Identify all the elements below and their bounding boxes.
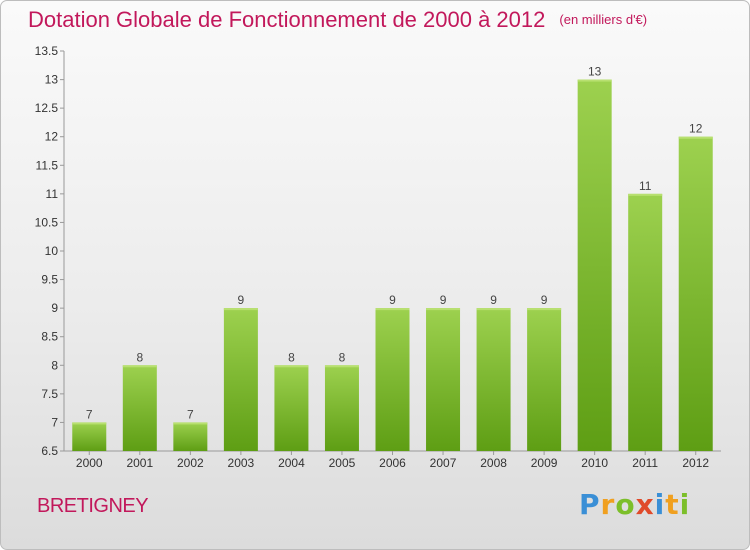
- bar-2008: [476, 308, 511, 451]
- bar-value-label: 11: [639, 179, 652, 193]
- logo-letter: x: [635, 488, 655, 521]
- bar-top-highlight: [72, 422, 107, 425]
- bar-2007: [426, 308, 461, 451]
- bar-value-label: 13: [588, 65, 602, 79]
- y-tick-label: 10: [45, 244, 59, 258]
- y-tick-label: 9.5: [41, 273, 58, 287]
- x-tick-label: 2010: [581, 456, 608, 470]
- bar-2005: [324, 365, 359, 451]
- x-tick-label: 2009: [531, 456, 558, 470]
- bar-2012: [678, 136, 713, 451]
- x-tick-label: 2006: [379, 456, 406, 470]
- proxiti-logo: Proxiti: [579, 488, 690, 521]
- logo-letter: o: [615, 488, 636, 521]
- x-tick-label: 2004: [278, 456, 305, 470]
- y-tick-label: 8.5: [41, 330, 58, 344]
- bar-top-highlight: [122, 365, 157, 368]
- y-tick-label: 7.5: [41, 387, 58, 401]
- bar-2006: [375, 308, 410, 451]
- chart-title-text: Dotation Globale de Fonctionnement de 20…: [28, 7, 546, 32]
- bar-value-label: 7: [86, 407, 93, 421]
- bar-value-label: 7: [187, 407, 194, 421]
- x-tick-label: 2000: [76, 456, 103, 470]
- chart-subtitle: (en milliers d'€): [559, 12, 648, 27]
- y-tick-label: 9: [51, 301, 58, 315]
- y-tick-label: 10.5: [35, 215, 59, 229]
- bar-top-highlight: [223, 308, 258, 311]
- bar-value-label: 9: [490, 293, 497, 307]
- bar-2009: [527, 308, 562, 451]
- y-tick-label: 13: [45, 73, 59, 87]
- x-tick-label: 2001: [126, 456, 153, 470]
- bar-value-label: 9: [541, 293, 548, 307]
- x-tick-label: 2003: [228, 456, 255, 470]
- bar-2000: [72, 422, 107, 451]
- bar-2001: [122, 365, 157, 451]
- x-tick-label: 2008: [480, 456, 507, 470]
- x-tick-label: 2002: [177, 456, 204, 470]
- bar-value-label: 8: [339, 350, 346, 364]
- bar-value-label: 9: [440, 293, 447, 307]
- bar-2010: [577, 79, 612, 452]
- bar-value-label: 9: [238, 293, 245, 307]
- logo-letter: i: [679, 488, 691, 521]
- bar-top-highlight: [426, 308, 461, 311]
- bar-value-label: 12: [689, 122, 703, 136]
- logo-letter: r: [600, 488, 616, 521]
- logo-letter: t: [665, 488, 680, 521]
- y-tick-label: 6.5: [41, 444, 58, 458]
- bar-top-highlight: [324, 365, 359, 368]
- bar-2002: [173, 422, 208, 451]
- bar-value-label: 8: [288, 350, 295, 364]
- bar-top-highlight: [274, 365, 309, 368]
- y-tick-label: 12.5: [35, 101, 59, 115]
- bar-2004: [274, 365, 309, 451]
- x-tick-label: 2011: [632, 456, 658, 470]
- bar-2011: [628, 193, 663, 451]
- bar-2003: [223, 308, 258, 451]
- commune-name: BRETIGNEY: [37, 495, 149, 517]
- chart-title: Dotation Globale de Fonctionnement de 20…: [28, 7, 647, 33]
- y-tick-label: 11: [46, 187, 59, 201]
- bar-top-highlight: [375, 308, 410, 311]
- bar-value-label: 9: [389, 293, 396, 307]
- logo-letter: i: [654, 488, 666, 521]
- bar-value-label: 8: [136, 350, 143, 364]
- x-tick-label: 2007: [430, 456, 457, 470]
- y-tick-label: 11.5: [36, 158, 59, 172]
- bar-top-highlight: [678, 136, 713, 139]
- bar-top-highlight: [628, 193, 663, 196]
- bar-chart: 6.5 7 7.5 8 8.5 9 9.5 10 10.5 11 11.5 12 12.5 13 13.5 2…: [35, 44, 721, 470]
- bar-top-highlight: [577, 79, 612, 82]
- bar-top-highlight: [527, 308, 562, 311]
- y-tick-label: 8: [51, 358, 58, 372]
- bar-top-highlight: [173, 422, 208, 425]
- x-tick-label: 2005: [329, 456, 356, 470]
- chart-labels: 6.5 7 7.5 8 8.5 9 9.5 10 10.5 11 11.5 12 12.5 13 13.5 2…: [35, 44, 710, 470]
- logo-letter: P: [579, 488, 601, 521]
- chart-bars: [72, 79, 713, 452]
- y-tick-label: 13.5: [35, 44, 59, 58]
- y-tick-label: 7: [51, 415, 58, 429]
- y-tick-label: 12: [45, 130, 59, 144]
- x-tick-label: 2012: [682, 456, 709, 470]
- bar-top-highlight: [476, 308, 511, 311]
